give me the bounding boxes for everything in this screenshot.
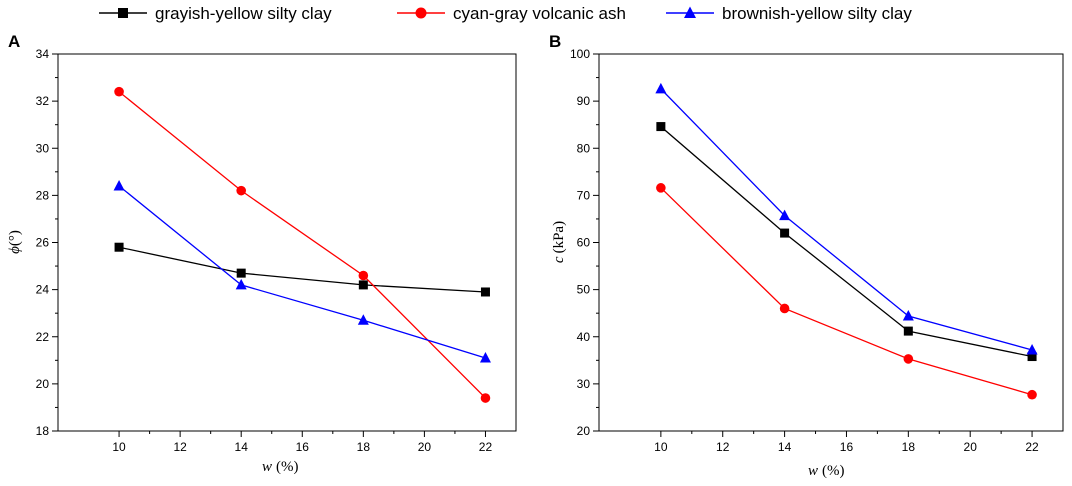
data-point-circle bbox=[114, 86, 124, 97]
y-axis-title: ϕ(°) bbox=[7, 230, 23, 254]
data-point-square bbox=[236, 268, 246, 278]
data-point-square bbox=[480, 287, 490, 297]
data-point-triangle bbox=[235, 278, 247, 290]
series-line-triangle bbox=[118, 185, 486, 359]
series-line-circle bbox=[118, 91, 486, 399]
x-tick-label: 14 bbox=[235, 440, 249, 454]
y-tick-label: 26 bbox=[36, 236, 50, 250]
data-point-square bbox=[903, 326, 913, 336]
plot-area-frame bbox=[57, 53, 517, 432]
tick-group: 10 12 14 16 18 20 22 20 30 40 50 60 70 80 90 100 bbox=[570, 47, 1039, 454]
data-point-circle bbox=[358, 270, 369, 281]
y-tick-label: 70 bbox=[577, 188, 591, 202]
y-tick-label: 40 bbox=[577, 330, 591, 344]
x-tick-label: 10 bbox=[112, 440, 126, 454]
x-tick-label: 20 bbox=[418, 440, 432, 454]
y-axis-unit: (kPa) bbox=[551, 221, 567, 254]
x-axis-variable: w bbox=[262, 459, 272, 475]
y-tick-label: 30 bbox=[577, 377, 591, 391]
y-tick-label: 80 bbox=[577, 141, 591, 155]
x-tick-label: 18 bbox=[357, 440, 371, 454]
panel-letter-a: A bbox=[8, 32, 20, 51]
y-tick-label: 22 bbox=[36, 330, 50, 344]
y-tick-label: 50 bbox=[577, 283, 591, 297]
x-tick-label: 12 bbox=[173, 440, 187, 454]
series-line-square bbox=[118, 246, 486, 293]
x-axis-unit: (%) bbox=[276, 459, 299, 475]
x-tick-label: 20 bbox=[964, 440, 978, 454]
plot-area-frame bbox=[598, 53, 1064, 432]
y-tick-label: 100 bbox=[570, 47, 590, 61]
data-point-square bbox=[1027, 352, 1037, 362]
data-point-triangle bbox=[479, 351, 491, 363]
data-point-square bbox=[656, 122, 666, 132]
series-group bbox=[113, 86, 491, 403]
y-tick-label: 60 bbox=[577, 236, 591, 250]
x-tick-label: 12 bbox=[716, 440, 730, 454]
data-point-triangle bbox=[655, 82, 667, 94]
series-line-circle bbox=[660, 187, 1033, 396]
y-tick-label: 34 bbox=[36, 47, 50, 61]
legend-label: grayish-yellow silty clay bbox=[155, 4, 332, 23]
data-point-square bbox=[358, 280, 368, 290]
data-point-triangle bbox=[113, 179, 125, 191]
legend-square-marker bbox=[118, 8, 128, 18]
y-axis-variable: c bbox=[551, 256, 567, 263]
data-point-circle bbox=[236, 185, 246, 196]
legend-item-cyan-gray: cyan-gray volcanic ash bbox=[397, 4, 626, 23]
x-tick-label: 16 bbox=[840, 440, 854, 454]
y-axis-variable: ϕ bbox=[7, 246, 23, 254]
data-point-circle bbox=[903, 354, 914, 364]
data-point-square bbox=[780, 228, 790, 238]
x-tick-label: 18 bbox=[902, 440, 916, 454]
tick-group: 10 12 14 16 18 20 22 18 20 22 24 26 28 30 32 34 bbox=[36, 47, 493, 454]
x-axis-title: w (%) bbox=[808, 463, 845, 479]
y-tick-label: 32 bbox=[36, 94, 50, 108]
series-line-square bbox=[660, 126, 1033, 358]
y-axis-title: c (kPa) bbox=[551, 221, 567, 263]
x-axis-variable: w bbox=[808, 463, 818, 479]
data-point-square bbox=[114, 242, 124, 252]
data-point-triangle bbox=[1026, 343, 1038, 355]
legend: grayish-yellow silty clay cyan-gray volc… bbox=[99, 4, 912, 23]
legend-item-brownish-yellow: brownish-yellow silty clay bbox=[666, 4, 912, 23]
y-tick-label: 18 bbox=[36, 424, 50, 438]
legend-label: cyan-gray volcanic ash bbox=[453, 4, 626, 23]
data-point-circle bbox=[1027, 389, 1037, 400]
panel-b-chart: 10 12 14 16 18 20 22 20 30 40 50 60 70 80 90 100 w (%) c… bbox=[551, 47, 1064, 479]
data-point-circle bbox=[779, 303, 790, 314]
x-tick-label: 16 bbox=[296, 440, 310, 454]
y-tick-label: 20 bbox=[577, 424, 591, 438]
data-point-triangle bbox=[357, 314, 369, 325]
y-tick-label: 30 bbox=[36, 141, 50, 155]
data-point-triangle bbox=[902, 310, 914, 321]
legend-label: brownish-yellow silty clay bbox=[722, 4, 912, 23]
x-axis-title: w (%) bbox=[262, 459, 299, 475]
y-tick-label: 20 bbox=[36, 377, 50, 391]
panel-letter-b: B bbox=[549, 32, 561, 51]
series-line-triangle bbox=[660, 88, 1033, 351]
legend-circle-marker bbox=[415, 7, 427, 19]
data-point-circle bbox=[480, 393, 491, 403]
y-tick-label: 28 bbox=[36, 188, 50, 202]
y-tick-label: 24 bbox=[36, 283, 50, 297]
x-tick-label: 10 bbox=[654, 440, 668, 454]
data-point-circle bbox=[656, 183, 666, 193]
y-axis-unit: (°) bbox=[7, 230, 23, 246]
x-axis-unit: (%) bbox=[822, 463, 845, 479]
legend-triangle-marker bbox=[684, 6, 696, 18]
legend-item-grayish-yellow: grayish-yellow silty clay bbox=[99, 4, 332, 23]
y-tick-label: 90 bbox=[577, 94, 591, 108]
x-tick-label: 22 bbox=[479, 440, 493, 454]
x-tick-label: 22 bbox=[1025, 440, 1039, 454]
data-point-triangle bbox=[779, 209, 791, 221]
x-tick-label: 14 bbox=[778, 440, 792, 454]
series-group bbox=[655, 82, 1038, 400]
